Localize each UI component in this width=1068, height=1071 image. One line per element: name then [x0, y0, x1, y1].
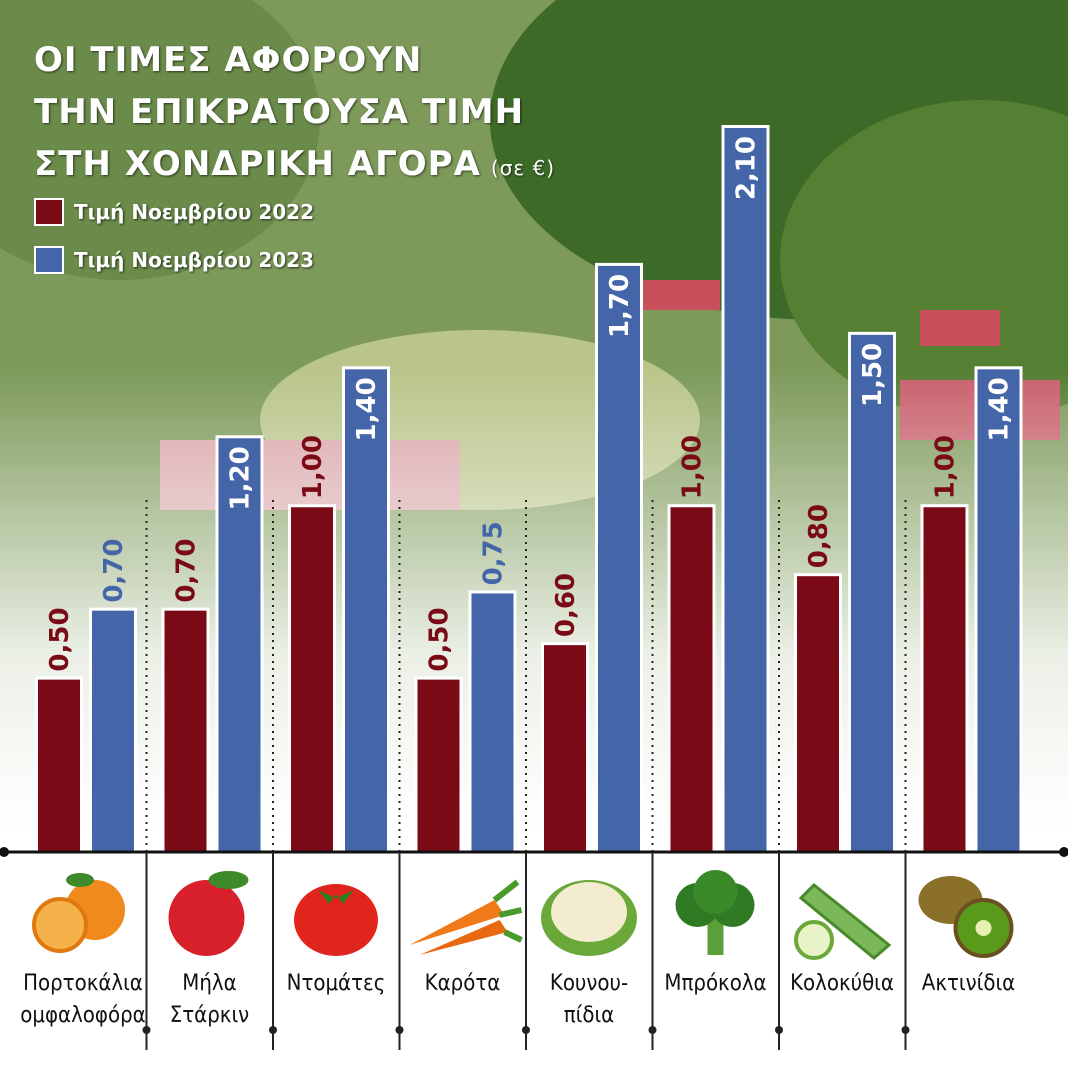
cauliflower-head	[551, 882, 627, 942]
axis-end-dot	[0, 847, 9, 857]
apple-icon	[168, 871, 249, 956]
category-label-line: Μήλα	[182, 971, 237, 996]
bar-2023	[92, 610, 134, 852]
category-label-line: ομφαλοφόρα	[20, 1003, 146, 1028]
data-label-2023: 2,10	[732, 136, 762, 200]
unit-label: (σε €)	[490, 156, 556, 180]
bar-2022	[670, 507, 713, 852]
data-label-2023: 1,20	[226, 446, 256, 510]
category-label: Ακτινίδια	[906, 968, 1032, 1000]
data-label-2022: 1,00	[298, 435, 328, 499]
apple-leaf	[208, 871, 249, 889]
broccoli-floret	[693, 870, 738, 914]
data-label-2023: 1,40	[352, 377, 382, 441]
orange-icon	[32, 873, 125, 953]
category-label-line: Κολοκύθια	[790, 971, 894, 996]
broccoli-icon	[675, 870, 755, 955]
data-label-2022: 0,80	[804, 504, 834, 568]
orange-half	[32, 897, 88, 953]
zucchini-body	[798, 882, 892, 960]
category-label: Μπρόκολα	[653, 968, 779, 1000]
kiwi-icon	[918, 876, 1014, 958]
legend-item-2022: Τιμή Νοεμβρίου 2022	[34, 198, 314, 226]
data-label-2022: 1,00	[931, 435, 961, 499]
category-label-line: Καρότα	[424, 971, 501, 996]
category-label-line: Μπρόκολα	[664, 971, 767, 996]
apple-fruit	[168, 880, 245, 956]
axis-end-dot	[1059, 847, 1068, 857]
legend-swatch-2023	[34, 246, 64, 274]
bar-2023	[218, 438, 261, 852]
category-label-line: Ντομάτες	[286, 971, 386, 996]
tomato-stem	[318, 890, 354, 904]
data-label-2022: 1,00	[678, 435, 708, 499]
data-label-2022: 0,60	[551, 573, 581, 637]
chart-title-line-3-text: ΣΤΗ ΧΟΝΔΡΙΚΗ ΑΓΟΡΑ	[34, 144, 481, 184]
category-label-line: Ακτινίδια	[921, 971, 1016, 996]
data-label-2022: 0,50	[425, 607, 455, 671]
zucchini-icon	[794, 882, 892, 960]
data-label-2023: 1,40	[985, 377, 1015, 441]
bar-2022	[291, 507, 333, 852]
category-label: Καρότα	[400, 968, 526, 1000]
legend-swatch-2022	[34, 198, 64, 226]
bar-2022	[797, 576, 839, 852]
bar-2023	[724, 128, 767, 852]
carrot-icon	[409, 879, 523, 955]
legend-label-2022: Τιμή Νοεμβρίου 2022	[74, 200, 314, 224]
bar-2022	[544, 645, 586, 852]
chart-title-line-3: ΣΤΗ ΧΟΝΔΡΙΚΗ ΑΓΟΡΑ (σε €)	[34, 144, 555, 184]
carrot-tops	[492, 879, 523, 943]
bar-2022	[923, 507, 966, 852]
bar-2023	[851, 334, 893, 852]
category-label-line: Κουνου-	[549, 971, 629, 996]
category-label-line: Πορτοκάλια	[23, 971, 143, 996]
chart-title-line-1: ΟΙ ΤΙΜΕΣ ΑΦΟΡΟΥΝ	[34, 40, 423, 80]
bar-2023	[598, 265, 640, 852]
category-label: Μήλα Στάρκιν	[147, 968, 273, 1032]
zucchini-slice	[794, 920, 834, 960]
data-label-2023: 0,70	[99, 539, 129, 603]
data-label-2023: 0,75	[479, 521, 509, 585]
bar-2023	[471, 593, 514, 852]
chart-title-line-2: ΤΗΝ ΕΠΙΚΡΑΤΟΥΣΑ ΤΙΜΗ	[34, 92, 525, 132]
data-label-2023: 1,70	[605, 274, 635, 338]
bar-2023	[977, 369, 1020, 852]
tomato-icon	[294, 884, 378, 956]
data-label-2022: 0,50	[45, 607, 75, 671]
category-label: Κουνου-πίδια	[526, 968, 652, 1032]
carrot-1	[409, 900, 505, 945]
legend-label-2023: Τιμή Νοεμβρίου 2023	[74, 248, 314, 272]
kiwi-core	[975, 920, 992, 936]
bar-2022	[417, 679, 460, 852]
category-label: Ντομάτες	[273, 968, 399, 1000]
category-label: Πορτοκάλια ομφαλοφόρα	[20, 968, 146, 1032]
carrot-2	[419, 920, 508, 955]
bar-2023	[345, 369, 387, 852]
data-label-2023: 1,50	[858, 343, 888, 407]
broccoli-stem	[707, 915, 724, 955]
cauliflower-icon	[541, 880, 637, 956]
legend-item-2023: Τιμή Νοεμβρίου 2023	[34, 246, 314, 274]
category-label-line: Στάρκιν	[169, 1003, 250, 1028]
bar-2022	[164, 610, 207, 852]
category-label: Κολοκύθια	[779, 968, 905, 1000]
tomato-fruit	[294, 884, 378, 956]
data-label-2022: 0,70	[172, 539, 202, 603]
orange-leaf	[66, 873, 94, 887]
category-label-line: πίδια	[563, 1003, 615, 1028]
bar-2022	[38, 679, 80, 852]
